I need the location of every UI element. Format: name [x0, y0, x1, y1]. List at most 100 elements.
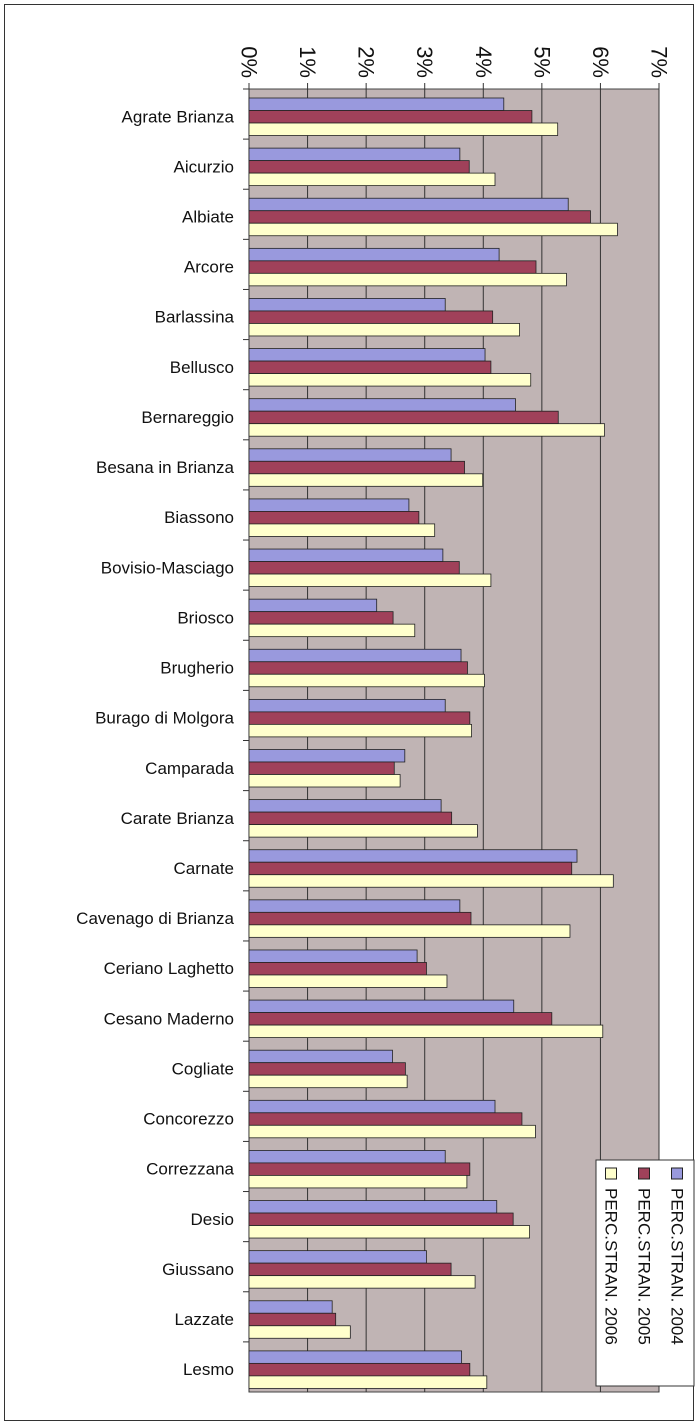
bar-1 — [248, 1350, 463, 1364]
bar-3 — [248, 172, 496, 187]
bar-2 — [248, 1112, 523, 1126]
x-tick-label: 5% — [529, 46, 554, 78]
bar-1 — [248, 698, 446, 713]
bar-2 — [248, 460, 465, 475]
bar-3 — [248, 473, 484, 487]
category-label: Ceriano Laghetto — [104, 959, 234, 978]
category-label: Giussano — [162, 1260, 234, 1279]
bar-3 — [248, 1124, 536, 1139]
bar-1 — [248, 548, 444, 562]
bar-3 — [248, 1175, 468, 1189]
category-label: Barlassina — [155, 308, 235, 327]
legend-label: PERC.STRAN. 2004 — [668, 1188, 687, 1345]
legend: PERC.STRAN. 2004 PERC.STRAN. 2005 PERC.STR… — [595, 1159, 695, 1387]
bar-1 — [248, 197, 569, 212]
bar-3 — [248, 523, 436, 537]
bar-1 — [248, 949, 418, 963]
category-label: Bernareggio — [141, 408, 234, 427]
bar-1 — [248, 498, 410, 512]
bar-3 — [248, 1325, 351, 1339]
bar-3 — [248, 122, 559, 136]
bar-2 — [248, 1312, 337, 1327]
bar-1 — [248, 598, 378, 613]
category-label: Carate Brianza — [121, 809, 235, 828]
category-label: Besana in Brianza — [96, 458, 235, 477]
legend-swatch — [638, 1167, 650, 1180]
bar-1 — [248, 147, 461, 162]
category-label: Biassono — [164, 508, 234, 527]
axis-tick-labels: 0% 1% 2% 3% 4% 5% 6% 7% — [237, 46, 672, 78]
bar-3 — [248, 723, 472, 738]
legend-swatch — [605, 1167, 617, 1180]
bar-2 — [248, 711, 471, 725]
bar-1 — [248, 1049, 393, 1064]
bar-2 — [248, 511, 420, 525]
bar-2 — [248, 861, 573, 876]
category-label: Lazzate — [174, 1310, 234, 1329]
bar-2 — [248, 410, 559, 425]
bar-2 — [248, 1062, 406, 1076]
bar-1 — [248, 749, 406, 763]
bar-2 — [248, 210, 591, 224]
bar-3 — [248, 222, 618, 237]
category-labels: Agrate Brianza Aicurzio Albiate Arcore Barla… — [76, 107, 234, 1379]
x-tick-label: 7% — [647, 46, 672, 78]
bar-1 — [248, 348, 486, 362]
bar-2 — [248, 310, 494, 324]
bar-1 — [248, 298, 446, 312]
bar-2 — [248, 1162, 471, 1176]
x-tick-label: 2% — [354, 46, 379, 78]
bar-3 — [248, 1375, 488, 1389]
plot-area — [243, 83, 660, 1393]
bar-3 — [248, 373, 532, 387]
bar-3 — [248, 874, 614, 888]
bar-3 — [248, 423, 605, 437]
bar-2 — [248, 911, 472, 926]
category-label: Cogliate — [172, 1059, 234, 1078]
bar-2 — [248, 360, 492, 374]
bar-2 — [248, 811, 453, 826]
bar-1 — [248, 97, 505, 111]
category-label: Lesmo — [183, 1360, 234, 1379]
bar-1 — [248, 849, 578, 863]
x-tick-label: 3% — [412, 46, 437, 78]
category-label: Briosco — [177, 608, 234, 627]
category-label: Albiate — [182, 207, 234, 226]
bar-2 — [248, 761, 395, 775]
bar-1 — [248, 799, 442, 813]
bar-3 — [248, 924, 571, 938]
bar-3 — [248, 573, 492, 587]
bar-1 — [248, 1300, 333, 1314]
legend-box — [595, 1159, 695, 1387]
bar-2 — [248, 1362, 471, 1377]
x-tick-label: 1% — [295, 46, 320, 78]
bar-2 — [248, 260, 537, 274]
category-label: Camparada — [145, 759, 234, 778]
category-label: Desio — [191, 1210, 234, 1229]
bar-2 — [248, 1012, 553, 1026]
x-tick-label: 6% — [588, 46, 613, 78]
bar-3 — [248, 974, 448, 988]
category-label: Correzzana — [146, 1160, 234, 1179]
category-label: Bellusco — [170, 358, 234, 377]
bar-3 — [248, 1024, 604, 1038]
bar-3 — [248, 1225, 530, 1239]
category-label: Carnate — [174, 859, 234, 878]
legend-label: PERC.STRAN. 2006 — [602, 1188, 621, 1345]
bar-3 — [248, 323, 521, 337]
bar-2 — [248, 661, 468, 675]
category-label: Aicurzio — [174, 157, 234, 176]
bar-3 — [248, 1275, 476, 1289]
bar-1 — [248, 1150, 446, 1164]
legend-label: PERC.STRAN. 2005 — [635, 1188, 654, 1345]
bar-3 — [248, 272, 567, 287]
bar-1 — [248, 398, 516, 412]
bar-1 — [248, 1200, 498, 1214]
category-label: Burago di Molgora — [95, 709, 234, 728]
bar-1 — [248, 1250, 427, 1264]
bar-2 — [248, 962, 427, 976]
category-label: Brugherio — [160, 659, 234, 678]
category-label: Arcore — [184, 258, 234, 277]
bar-1 — [248, 648, 462, 663]
